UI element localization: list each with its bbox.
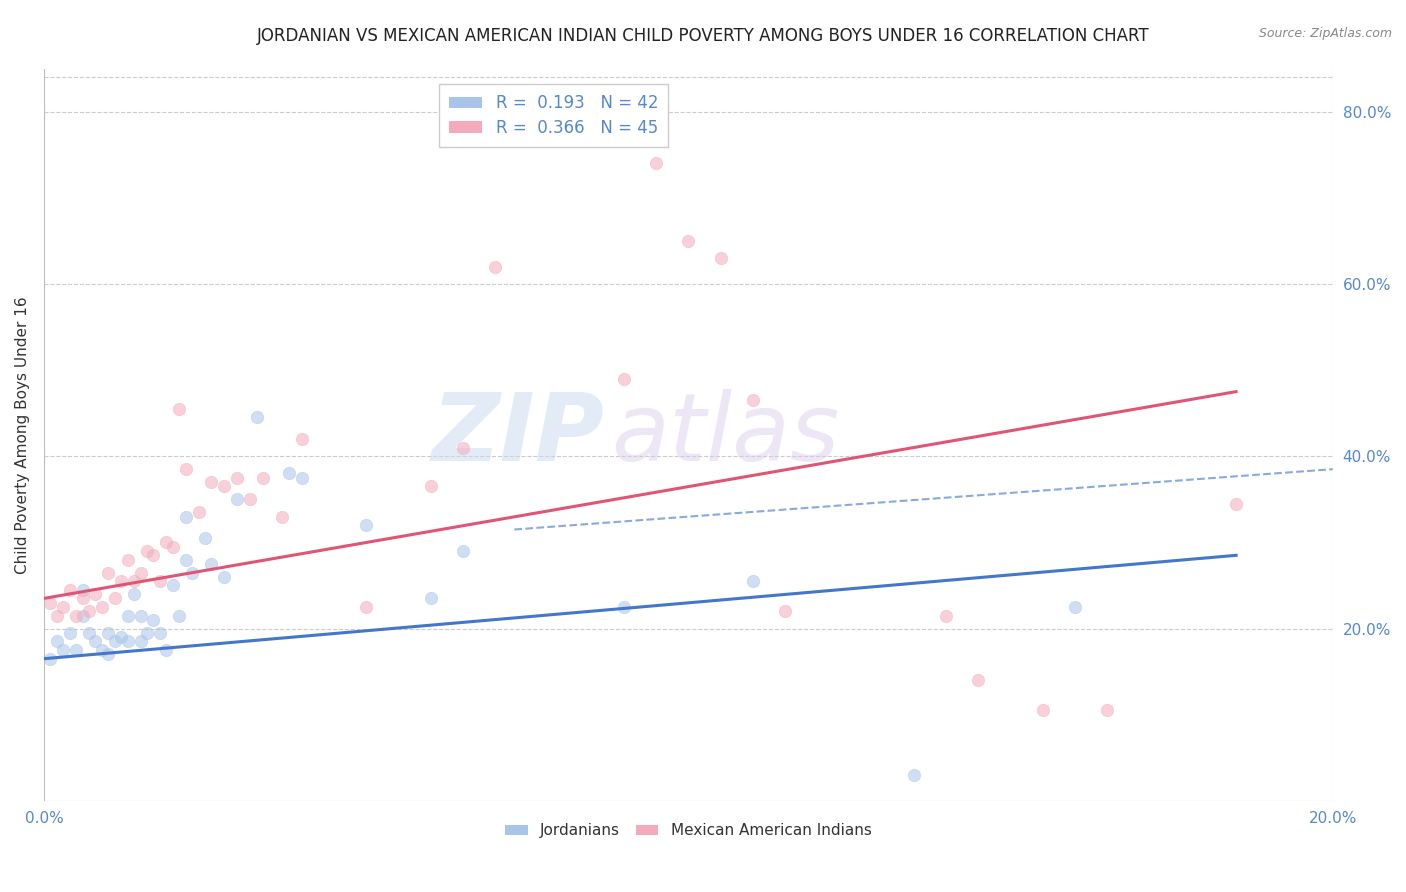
Point bbox=[174, 462, 197, 476]
Text: JORDANIAN VS MEXICAN AMERICAN INDIAN CHILD POVERTY AMONG BOYS UNDER 16 CORRELATI: JORDANIAN VS MEXICAN AMERICAN INDIAN CHI… bbox=[257, 27, 1149, 45]
Point bbox=[451, 441, 474, 455]
Point bbox=[271, 509, 294, 524]
Point bbox=[167, 401, 190, 416]
Point bbox=[967, 673, 990, 688]
Point bbox=[39, 651, 62, 665]
Point bbox=[72, 608, 94, 623]
Point bbox=[97, 648, 120, 662]
Point bbox=[117, 634, 139, 648]
Point bbox=[354, 600, 377, 615]
Point bbox=[613, 600, 636, 615]
Point bbox=[181, 566, 204, 580]
Point bbox=[129, 634, 152, 648]
Text: ZIP: ZIP bbox=[432, 389, 605, 481]
Point bbox=[155, 643, 177, 657]
Point bbox=[97, 566, 120, 580]
Point bbox=[903, 768, 925, 782]
Point bbox=[239, 492, 262, 507]
Point bbox=[72, 582, 94, 597]
Point bbox=[104, 591, 127, 606]
Point bbox=[645, 156, 668, 170]
Point bbox=[104, 634, 127, 648]
Point bbox=[419, 479, 441, 493]
Point bbox=[129, 608, 152, 623]
Y-axis label: Child Poverty Among Boys Under 16: Child Poverty Among Boys Under 16 bbox=[15, 296, 30, 574]
Point bbox=[110, 630, 132, 644]
Point bbox=[214, 570, 236, 584]
Point bbox=[162, 540, 184, 554]
Point bbox=[136, 625, 159, 640]
Point bbox=[110, 574, 132, 589]
Point bbox=[741, 574, 763, 589]
Point bbox=[613, 372, 636, 386]
Point bbox=[142, 613, 165, 627]
Point bbox=[52, 600, 75, 615]
Point bbox=[72, 591, 94, 606]
Point bbox=[167, 608, 190, 623]
Point bbox=[84, 587, 107, 601]
Point bbox=[194, 531, 217, 545]
Point bbox=[65, 608, 87, 623]
Point bbox=[90, 600, 112, 615]
Point bbox=[773, 604, 796, 618]
Point bbox=[1095, 703, 1118, 717]
Point bbox=[39, 596, 62, 610]
Point bbox=[84, 634, 107, 648]
Point bbox=[59, 625, 82, 640]
Point bbox=[252, 471, 274, 485]
Point bbox=[65, 643, 87, 657]
Point bbox=[149, 574, 172, 589]
Point bbox=[97, 625, 120, 640]
Point bbox=[187, 505, 209, 519]
Point bbox=[90, 643, 112, 657]
Point bbox=[77, 604, 100, 618]
Point bbox=[709, 251, 731, 265]
Point bbox=[117, 608, 139, 623]
Point bbox=[214, 479, 236, 493]
Point bbox=[117, 552, 139, 566]
Point bbox=[45, 608, 67, 623]
Point bbox=[277, 467, 299, 481]
Point bbox=[52, 643, 75, 657]
Point bbox=[174, 509, 197, 524]
Point bbox=[1225, 497, 1247, 511]
Point bbox=[200, 557, 222, 571]
Point bbox=[136, 544, 159, 558]
Point bbox=[200, 475, 222, 489]
Point bbox=[245, 410, 267, 425]
Point bbox=[291, 471, 314, 485]
Point bbox=[451, 544, 474, 558]
Point bbox=[122, 574, 145, 589]
Point bbox=[678, 234, 700, 248]
Point bbox=[45, 634, 67, 648]
Point bbox=[142, 549, 165, 563]
Point bbox=[354, 518, 377, 533]
Point bbox=[155, 535, 177, 549]
Point bbox=[59, 582, 82, 597]
Point bbox=[174, 552, 197, 566]
Point bbox=[484, 260, 506, 274]
Point bbox=[741, 393, 763, 408]
Text: Source: ZipAtlas.com: Source: ZipAtlas.com bbox=[1258, 27, 1392, 40]
Point bbox=[122, 587, 145, 601]
Point bbox=[226, 471, 249, 485]
Point bbox=[1064, 600, 1087, 615]
Point bbox=[149, 625, 172, 640]
Text: atlas: atlas bbox=[612, 389, 839, 480]
Point bbox=[129, 566, 152, 580]
Point bbox=[291, 432, 314, 446]
Point bbox=[419, 591, 441, 606]
Point bbox=[162, 578, 184, 592]
Point bbox=[1032, 703, 1054, 717]
Legend: Jordanians, Mexican American Indians: Jordanians, Mexican American Indians bbox=[499, 817, 877, 845]
Point bbox=[226, 492, 249, 507]
Point bbox=[77, 625, 100, 640]
Point bbox=[935, 608, 957, 623]
